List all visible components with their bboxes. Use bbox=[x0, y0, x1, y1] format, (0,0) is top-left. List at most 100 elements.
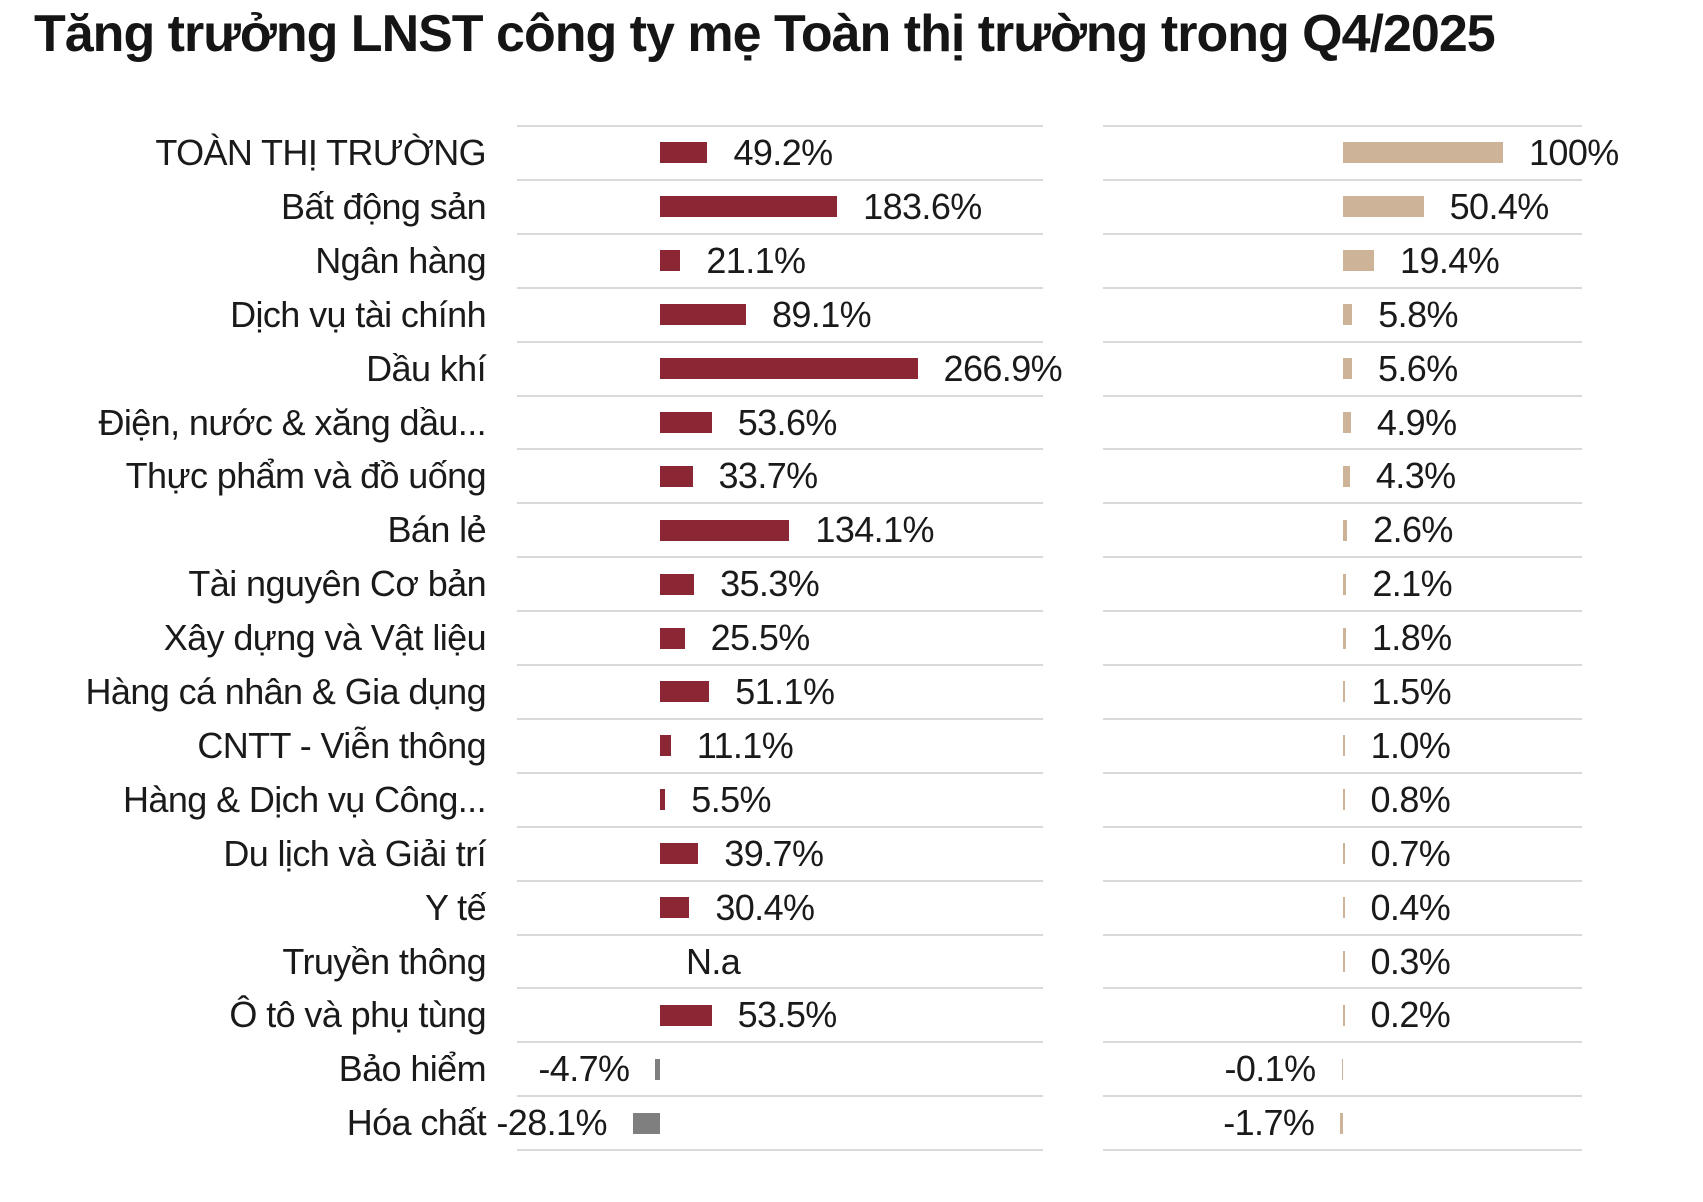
growth-value-label: 35.3% bbox=[720, 563, 820, 605]
growth-value-label: 51.1% bbox=[735, 671, 835, 712]
gridline bbox=[1103, 1041, 1582, 1044]
gridline bbox=[1103, 879, 1582, 882]
growth-value-label: -28.1% bbox=[496, 1102, 607, 1144]
growth-value-label: 39.7% bbox=[724, 832, 824, 874]
category-label: Tài nguyên Cơ bản bbox=[188, 563, 486, 605]
proportion-bar bbox=[1343, 681, 1346, 703]
proportion-bar bbox=[1343, 843, 1345, 865]
gridline bbox=[517, 232, 1043, 235]
category-label: CNTT - Viễn thông bbox=[197, 724, 486, 766]
proportion-value-label: 50.4% bbox=[1449, 185, 1550, 227]
gridline bbox=[517, 1095, 1043, 1098]
gridline bbox=[517, 1041, 1043, 1044]
growth-bar bbox=[660, 196, 838, 218]
growth-bar bbox=[660, 519, 790, 541]
proportion-value-label: 4.9% bbox=[1376, 401, 1457, 443]
proportion-value-label: 1.5% bbox=[1371, 671, 1452, 712]
growth-bar bbox=[660, 304, 746, 326]
growth-bar bbox=[660, 250, 681, 272]
gridline bbox=[517, 987, 1043, 990]
gridline bbox=[1103, 340, 1582, 343]
proportion-bar bbox=[1343, 196, 1424, 218]
gridline bbox=[1103, 933, 1582, 936]
proportion-value-label: 2.1% bbox=[1372, 563, 1453, 605]
gridline bbox=[1103, 717, 1582, 720]
gridline bbox=[1103, 987, 1582, 990]
gridline bbox=[517, 448, 1043, 451]
gridline bbox=[1103, 664, 1582, 666]
growth-bar bbox=[632, 1112, 660, 1134]
gridline bbox=[517, 178, 1043, 181]
growth-value-label: 5.5% bbox=[691, 778, 771, 820]
gridline bbox=[517, 502, 1043, 505]
category-labels-column: TOÀN THỊ TRƯỜNG Bất động sản Ngân hàng Dịch… bbox=[0, 126, 487, 1156]
gridline bbox=[1103, 448, 1582, 451]
proportion-value-label: 5.6% bbox=[1377, 347, 1458, 389]
growth-value-label: 25.5% bbox=[710, 617, 811, 659]
proportion-bar bbox=[1343, 735, 1345, 757]
gridline bbox=[1103, 610, 1582, 613]
gridline bbox=[1103, 502, 1582, 505]
category-label: Xây dựng và Vật liệu bbox=[163, 617, 487, 659]
proportion-value-label: 100% bbox=[1529, 132, 1619, 173]
proportion-panel: 100% 50.4% 19.4% 5.8% 5.6% 4.9% 4.3% 2.6% 2.1% 1.… bbox=[1103, 125, 1619, 1156]
category-label: TOÀN THỊ TRƯỜNG bbox=[155, 132, 486, 173]
category-label: Hàng cá nhân & Gia dụng bbox=[85, 671, 487, 712]
gridline bbox=[1103, 232, 1582, 235]
proportion-bar bbox=[1343, 627, 1346, 649]
growth-value-label: 33.7% bbox=[718, 455, 819, 497]
proportion-bar bbox=[1343, 573, 1347, 595]
proportion-bar bbox=[1343, 1004, 1345, 1026]
category-label: Ô tô và phụ tùng bbox=[229, 994, 486, 1036]
gridline bbox=[1103, 556, 1582, 559]
category-label: Truyền thông bbox=[282, 940, 486, 982]
proportion-bar bbox=[1343, 142, 1503, 164]
growth-bar bbox=[660, 465, 693, 487]
growth-bar bbox=[660, 735, 671, 757]
proportion-bar bbox=[1343, 465, 1350, 487]
gridline bbox=[517, 879, 1043, 882]
growth-panel: 49.2% 183.6% 21.1% 89.1% 266.9% 53.6% 33.7% 134… bbox=[496, 125, 1063, 1156]
gridline bbox=[1103, 1149, 1582, 1152]
proportion-value-label: 1.8% bbox=[1371, 617, 1452, 659]
proportion-bar bbox=[1343, 250, 1375, 272]
growth-bar bbox=[655, 1058, 660, 1080]
category-label: Thực phẩm và đồ uống bbox=[125, 455, 487, 497]
gridline bbox=[1103, 125, 1582, 127]
growth-value-label: 21.1% bbox=[706, 239, 806, 281]
proportion-bar bbox=[1343, 789, 1345, 811]
proportion-value-label: 0.2% bbox=[1370, 994, 1451, 1036]
proportion-bar bbox=[1343, 411, 1351, 433]
category-label: Hóa chất bbox=[346, 1102, 487, 1144]
proportion-value-label: 0.8% bbox=[1370, 778, 1451, 820]
proportion-value-label: 0.3% bbox=[1370, 940, 1451, 982]
gridline bbox=[517, 1149, 1043, 1152]
category-label: Bảo hiểm bbox=[338, 1048, 487, 1090]
gridline bbox=[517, 394, 1043, 397]
growth-bar bbox=[660, 789, 666, 811]
growth-value-label: 134.1% bbox=[815, 509, 934, 551]
gridline bbox=[517, 664, 1043, 666]
proportion-value-label: 4.3% bbox=[1375, 455, 1456, 497]
growth-bar bbox=[660, 681, 710, 703]
growth-value-label: 53.5% bbox=[737, 994, 838, 1036]
gridline bbox=[1103, 771, 1582, 774]
growth-bar bbox=[660, 897, 690, 919]
gridline bbox=[1103, 1095, 1582, 1098]
growth-value-label: 53.6% bbox=[737, 401, 838, 443]
gridline bbox=[1103, 394, 1582, 397]
proportion-bar bbox=[1341, 1058, 1343, 1080]
growth-bar bbox=[660, 627, 685, 649]
growth-value-label: 49.2% bbox=[733, 132, 833, 173]
proportion-bar bbox=[1340, 1112, 1343, 1134]
gridline bbox=[517, 610, 1043, 613]
growth-value-label: N.a bbox=[686, 940, 741, 982]
category-label: Bất động sản bbox=[281, 185, 487, 227]
gridline bbox=[1103, 286, 1582, 289]
category-label: Y tế bbox=[425, 886, 487, 928]
proportion-value-label: 2.6% bbox=[1373, 509, 1453, 551]
proportion-bar bbox=[1343, 897, 1345, 919]
growth-value-label: 30.4% bbox=[715, 886, 815, 928]
proportion-bar bbox=[1343, 950, 1345, 972]
gridline bbox=[517, 125, 1043, 127]
